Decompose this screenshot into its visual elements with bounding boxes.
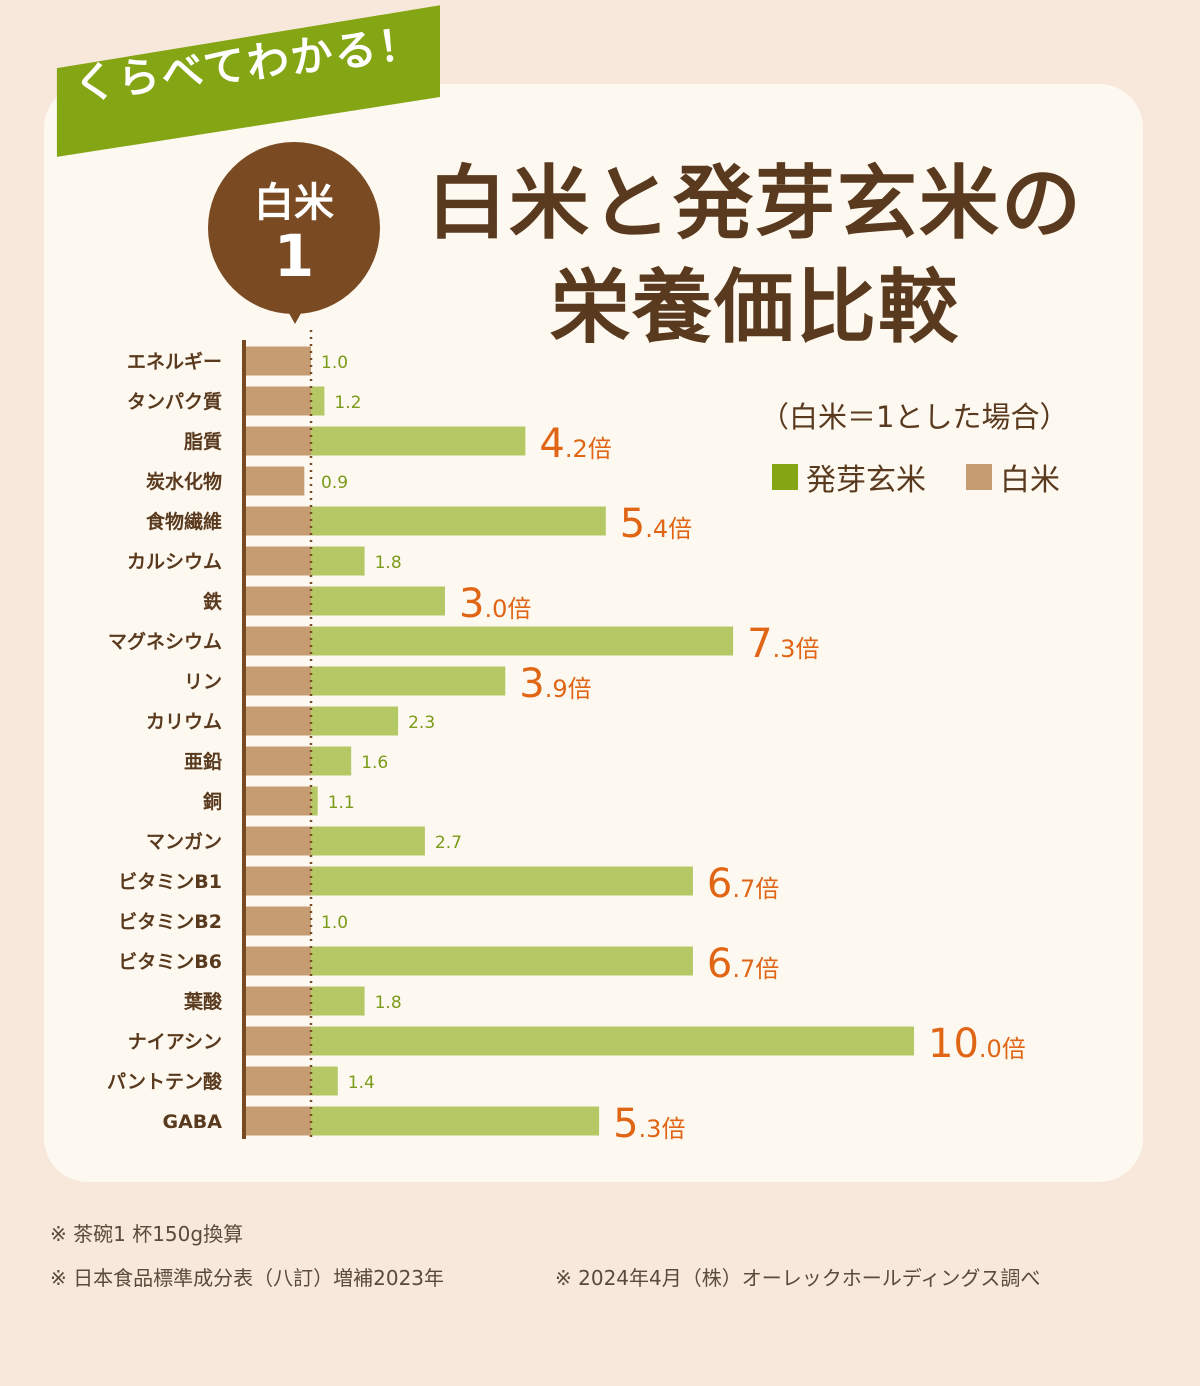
white-rice-bar (244, 466, 305, 496)
value-label: 1.0 (321, 913, 348, 933)
white-rice-bar (244, 746, 311, 776)
pin-pointer-icon (285, 306, 305, 324)
brown-rice-bar (311, 786, 318, 816)
brown-rice-bar (311, 946, 693, 976)
white-rice-bar (244, 506, 311, 536)
category-label: リン (184, 671, 222, 693)
category-label: エネルギー (127, 351, 222, 373)
value-label: 1.6 (361, 753, 388, 773)
category-label: GABA (163, 1111, 223, 1133)
highlight-value-label: 5.4倍 (620, 501, 692, 547)
brown-rice-bar (311, 546, 365, 576)
brown-rice-bar (311, 866, 693, 896)
value-label: 2.3 (408, 713, 435, 733)
white-rice-bar (244, 866, 311, 896)
value-label: 1.4 (348, 1073, 375, 1093)
category-label: マグネシウム (108, 630, 222, 653)
legend-item-brown-rice: 発芽玄米 (772, 455, 926, 499)
white-rice-bar (244, 346, 311, 376)
category-label: マンガン (146, 831, 222, 853)
highlight-value-label: 6.7倍 (707, 861, 779, 907)
banner (56, 5, 440, 157)
page-title: 白米と発芽玄米の 栄養価比較 (400, 152, 1110, 360)
value-label: 1.0 (321, 353, 348, 373)
chart-subtitle: （白米＝1とした場合） (760, 400, 1069, 434)
white-rice-bar (244, 946, 311, 976)
brown-rice-bar (311, 666, 506, 696)
white-rice-bar (244, 1066, 311, 1096)
value-label: 1.1 (328, 793, 355, 813)
white-rice-bar (244, 1026, 311, 1056)
legend-swatch-white-rice (966, 464, 992, 490)
brown-rice-bar (311, 986, 365, 1016)
category-label: 鉄 (203, 590, 222, 613)
highlight-value-label: 3.9倍 (519, 661, 591, 707)
white-rice-bar (244, 666, 311, 696)
legend-swatch-brown-rice (772, 464, 798, 490)
white-rice-bar (244, 706, 311, 736)
brown-rice-bar (311, 746, 352, 776)
brown-rice-bar (311, 1106, 600, 1136)
chart-legend: 発芽玄米 白米 (772, 455, 1090, 499)
white-rice-bar (244, 1106, 311, 1136)
value-label: 0.9 (321, 473, 348, 493)
highlight-value-label: 5.3倍 (613, 1101, 685, 1147)
pin-label: 白米 (254, 180, 334, 226)
value-label: 1.8 (375, 993, 402, 1013)
brown-rice-bar (311, 626, 734, 656)
white-rice-bar (244, 386, 311, 416)
brown-rice-bar (311, 706, 399, 736)
white-rice-bar (244, 426, 311, 456)
category-label: タンパク質 (127, 390, 222, 413)
category-label: 亜鉛 (184, 750, 222, 773)
category-label: 食物繊維 (146, 510, 222, 533)
category-label: パントテン酸 (107, 1070, 223, 1093)
white-rice-bar (244, 826, 311, 856)
highlight-value-label: 10.0倍 (928, 1021, 1026, 1067)
footnote-serving: ※ 茶碗1 杯150g換算 (50, 1222, 244, 1246)
category-label: 葉酸 (183, 990, 223, 1013)
category-label: カリウム (146, 711, 222, 733)
legend-item-white-rice: 白米 (966, 455, 1060, 499)
white-rice-bar (244, 786, 311, 816)
white-rice-bar (244, 546, 311, 576)
value-label: 1.8 (375, 553, 402, 573)
category-label: 炭水化物 (146, 470, 222, 493)
highlight-value-label: 4.2倍 (539, 421, 611, 467)
white-rice-bar (244, 586, 311, 616)
value-label: 1.2 (334, 393, 361, 413)
white-rice-bar (244, 626, 311, 656)
title-line-2: 栄養価比較 (550, 261, 960, 354)
white-rice-bar (244, 906, 311, 936)
category-label: ナイアシン (128, 1031, 222, 1053)
title-line-1: 白米と発芽玄米の (427, 157, 1083, 250)
highlight-value-label: 3.0倍 (459, 581, 531, 627)
category-label: ビタミンB6 (118, 951, 222, 973)
brown-rice-bar (311, 386, 325, 416)
footnote-survey: ※ 2024年4月（株）オーレックホールディングス調べ (555, 1266, 1041, 1290)
brown-rice-bar (311, 426, 526, 456)
legend-label-brown-rice: 発芽玄米 (806, 463, 926, 498)
brown-rice-bar (311, 1066, 338, 1096)
category-label: ビタミンB2 (118, 911, 222, 933)
brown-rice-bar (311, 506, 606, 536)
category-label: 銅 (203, 790, 222, 813)
category-label: ビタミンB1 (118, 871, 222, 893)
legend-label-white-rice: 白米 (1000, 463, 1060, 498)
footnote-source: ※ 日本食品標準成分表（八訂）増補2023年 (50, 1266, 445, 1290)
category-label: 脂質 (184, 430, 222, 453)
highlight-value-label: 6.7倍 (707, 941, 779, 987)
white-rice-bar (244, 986, 311, 1016)
white-rice-baseline-pin (208, 142, 380, 314)
value-label: 2.7 (435, 833, 462, 853)
category-label: カルシウム (127, 551, 222, 573)
pin-value: 1 (273, 222, 315, 290)
brown-rice-bar (311, 1026, 914, 1056)
brown-rice-bar (311, 586, 445, 616)
brown-rice-bar (311, 826, 425, 856)
highlight-value-label: 7.3倍 (747, 621, 819, 667)
